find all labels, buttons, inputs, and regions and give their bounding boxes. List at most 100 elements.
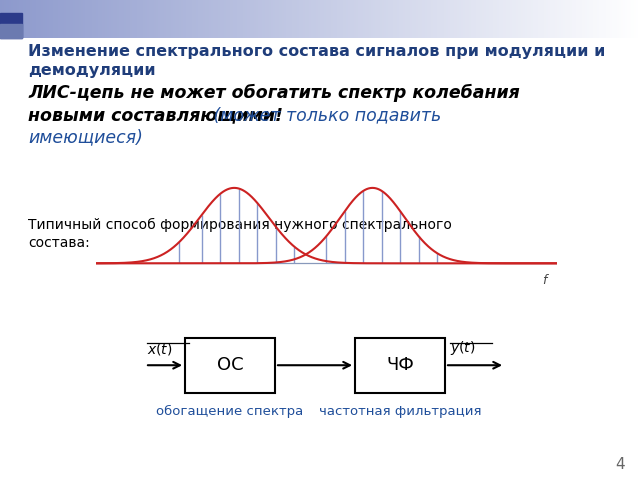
Bar [399, 0, 401, 38]
Bar [194, 0, 196, 38]
Bar [420, 0, 422, 38]
Bar [627, 0, 629, 38]
Bar [506, 0, 508, 38]
Bar [456, 0, 459, 38]
Bar [401, 0, 403, 38]
Bar [629, 0, 632, 38]
Bar [463, 0, 465, 38]
Bar [94, 0, 96, 38]
Bar [273, 0, 275, 38]
Bar [128, 0, 130, 38]
Text: обогащение спектра: обогащение спектра [156, 405, 303, 418]
Bar [296, 0, 299, 38]
Bar [538, 0, 540, 38]
Bar [104, 0, 107, 38]
Bar [326, 0, 328, 38]
Bar [90, 0, 92, 38]
Bar [488, 0, 491, 38]
Bar [568, 0, 570, 38]
Bar [264, 0, 267, 38]
Bar [271, 0, 273, 38]
Bar [66, 0, 68, 38]
Bar [412, 0, 414, 38]
Bar [147, 0, 149, 38]
Bar [307, 0, 309, 38]
Bar [378, 0, 380, 38]
Bar [484, 0, 486, 38]
Bar [232, 0, 235, 38]
Bar [132, 0, 134, 38]
Bar [203, 0, 205, 38]
Bar [224, 0, 226, 38]
Bar [177, 0, 179, 38]
Bar [636, 0, 638, 38]
Bar [164, 0, 166, 38]
Bar [474, 0, 476, 38]
Bar [563, 0, 565, 38]
Bar [100, 0, 102, 38]
Bar [11, 0, 13, 38]
Bar [122, 0, 124, 38]
Bar [318, 0, 320, 38]
Bar [548, 0, 550, 38]
Bar [24, 0, 26, 38]
Bar [160, 0, 162, 38]
Bar [26, 0, 28, 38]
Bar [358, 0, 360, 38]
Bar [79, 0, 81, 38]
Bar [602, 0, 604, 38]
Bar [446, 0, 448, 38]
Bar [600, 0, 602, 38]
Bar [47, 0, 49, 38]
Bar [508, 0, 510, 38]
Bar [486, 0, 488, 38]
Bar [333, 0, 335, 38]
Bar [228, 0, 230, 38]
Bar [608, 0, 610, 38]
Bar [68, 0, 70, 38]
Bar [175, 0, 177, 38]
Bar [301, 0, 303, 38]
Bar [604, 0, 606, 38]
Bar [109, 0, 111, 38]
Bar [226, 0, 228, 38]
Bar [376, 0, 378, 38]
Bar [126, 0, 128, 38]
Bar [621, 0, 623, 38]
Bar [335, 0, 337, 38]
Bar [49, 0, 51, 38]
Bar [476, 0, 478, 38]
Bar [472, 0, 474, 38]
Bar [499, 0, 501, 38]
Bar [523, 0, 525, 38]
Bar [154, 0, 156, 38]
Bar [0, 13, 22, 38]
Bar [19, 0, 21, 38]
Bar [516, 0, 518, 38]
Bar [4, 0, 6, 38]
Bar [314, 0, 316, 38]
Bar [213, 0, 216, 38]
Bar [186, 0, 188, 38]
Bar [136, 0, 139, 38]
Bar [576, 0, 578, 38]
Bar [60, 0, 62, 38]
Bar [491, 0, 493, 38]
Bar [158, 0, 160, 38]
Bar [482, 0, 484, 38]
Text: новыми составляющими!: новыми составляющими! [28, 106, 283, 124]
Bar [209, 0, 211, 38]
Bar [339, 0, 341, 38]
Bar [83, 0, 85, 38]
Bar [0, 0, 2, 38]
Bar [32, 0, 34, 38]
Bar [403, 0, 405, 38]
Bar [540, 0, 542, 38]
Bar [344, 0, 346, 38]
Bar [452, 0, 454, 38]
Bar [589, 0, 591, 38]
Bar [294, 0, 296, 38]
Bar [40, 0, 43, 38]
Bar [550, 0, 552, 38]
Bar [331, 0, 333, 38]
